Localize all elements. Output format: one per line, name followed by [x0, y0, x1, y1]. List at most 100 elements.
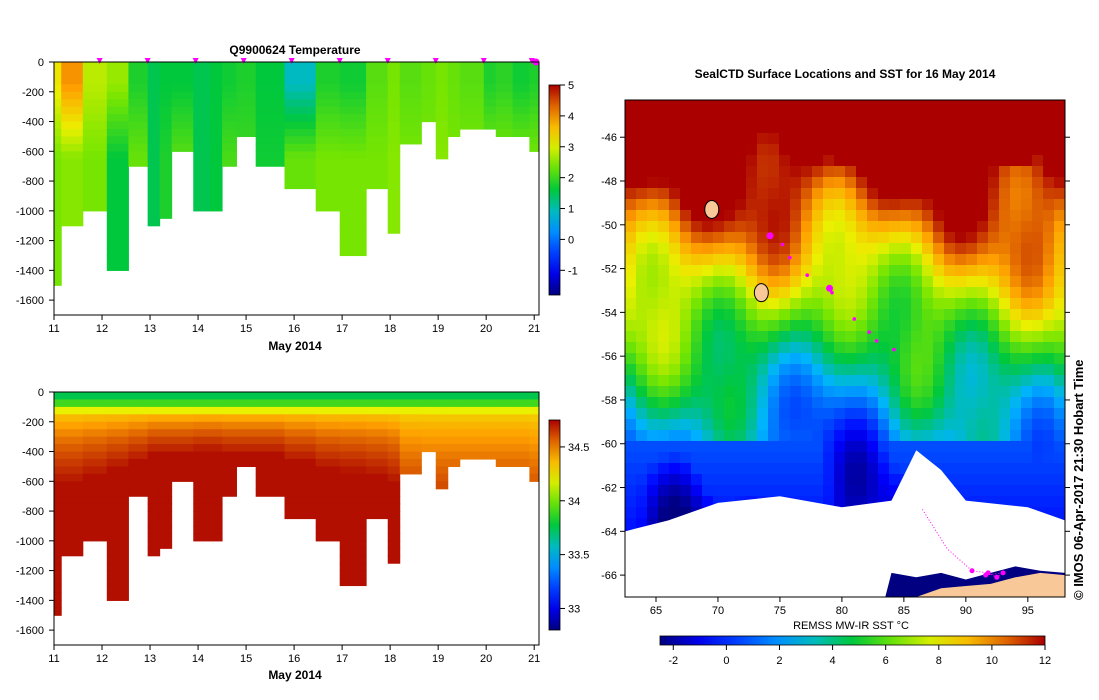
salinity-panel: 11 12 13 14 15 16 17 18 19 20 210-200-400-600-800-… — [16, 387, 590, 682]
sst-cell — [658, 320, 670, 332]
salinity-cell — [159, 496, 173, 505]
salinity-cell — [284, 436, 317, 445]
temperature-cell — [54, 203, 62, 212]
salinity-cell — [421, 414, 437, 423]
sst-cell — [889, 298, 901, 310]
sst-cell — [878, 375, 890, 387]
sst-cell — [966, 188, 978, 200]
sst-cell — [966, 364, 978, 376]
sst-cell — [823, 463, 835, 475]
sst-cell — [856, 474, 868, 486]
sst-cell — [922, 221, 934, 233]
sst-cell — [1010, 309, 1022, 321]
sst-cell — [1043, 254, 1055, 266]
sst-cell — [966, 408, 978, 420]
sst-cell — [801, 276, 813, 288]
sst-cell — [1021, 309, 1033, 321]
salinity-cell — [193, 525, 211, 534]
sst-cell — [713, 463, 725, 475]
sst-cell — [823, 452, 835, 464]
salinity-cell — [387, 511, 401, 520]
sst-cell — [636, 408, 648, 420]
sst-cell — [966, 265, 978, 277]
sst-cell — [977, 133, 989, 145]
sst-cell — [801, 397, 813, 409]
sst-cell — [845, 122, 857, 134]
temperature-cell — [315, 69, 341, 78]
y-tick-label: -56 — [601, 351, 617, 363]
sst-cell — [955, 441, 967, 453]
salinity-cell — [399, 436, 422, 445]
temperature-cell — [387, 158, 401, 167]
salinity-cell — [399, 414, 422, 423]
sst-cell — [933, 408, 945, 420]
salinity-cell — [210, 496, 223, 505]
temperature-cell — [159, 173, 173, 182]
sst-cell — [845, 177, 857, 189]
salinity-cell — [210, 488, 223, 497]
sst-cell — [724, 111, 736, 123]
temperature-cell — [61, 136, 84, 145]
colorbar-tick-label: 3 — [568, 142, 574, 154]
sst-cell — [746, 408, 758, 420]
temperature-cell — [495, 91, 514, 100]
sst-cell — [691, 177, 703, 189]
salinity-cell — [512, 436, 530, 445]
sst-cell — [834, 496, 846, 508]
sst-cell — [911, 408, 923, 420]
salinity-cell — [54, 555, 62, 564]
temperature-cell — [147, 195, 161, 204]
sst-cell — [636, 111, 648, 123]
sst-cell — [1054, 199, 1065, 211]
sst-cell — [1054, 276, 1065, 288]
x-tick-label: 13 — [144, 323, 156, 335]
sst-cell — [922, 309, 934, 321]
sst-cell — [933, 364, 945, 376]
sst-cell — [669, 287, 681, 299]
salinity-cell — [193, 421, 211, 430]
salinity-cell — [171, 399, 194, 408]
salinity-cell — [147, 406, 161, 415]
sst-cell — [801, 287, 813, 299]
sst-cell — [658, 232, 670, 244]
temperature-cell — [61, 69, 84, 78]
sst-cell — [625, 177, 637, 189]
salinity-cell — [159, 540, 173, 549]
sst-cell — [768, 265, 780, 277]
sst-cell — [801, 309, 813, 321]
sst-cell — [625, 243, 637, 255]
sst-cell — [955, 320, 967, 332]
temperature-cell — [54, 99, 62, 108]
sst-cell — [889, 342, 901, 354]
salinity-cell — [284, 458, 317, 468]
sst-cell — [977, 386, 989, 398]
sst-cell — [1054, 463, 1065, 475]
temperature-cell — [315, 84, 341, 93]
sst-cell — [999, 111, 1011, 123]
sst-cell — [1032, 309, 1044, 321]
salinity-cell — [106, 421, 129, 430]
sst-cell — [768, 221, 780, 233]
salinity-cell — [54, 563, 62, 572]
temperature-cell — [82, 91, 108, 100]
salinity-cell — [193, 473, 211, 482]
sst-cell — [999, 133, 1011, 145]
salinity-cell — [147, 451, 161, 460]
sst-cell — [911, 155, 923, 167]
temperature-cell — [210, 136, 223, 145]
salinity-cell — [435, 444, 449, 453]
salinity-cell — [54, 548, 62, 557]
temperature-cell — [512, 69, 530, 78]
sst-cell — [933, 331, 945, 343]
salinity-cell — [159, 511, 173, 520]
sst-cell — [1032, 221, 1044, 233]
sst-cell — [867, 122, 879, 134]
temperature-cell — [339, 240, 367, 249]
sst-cell — [680, 364, 692, 376]
salinity-cell — [222, 481, 237, 490]
temperature-cell — [61, 99, 84, 108]
sst-cell — [922, 430, 934, 442]
sst-cell — [680, 100, 692, 112]
temperature-cell — [82, 188, 108, 197]
sst-cell — [790, 265, 802, 277]
